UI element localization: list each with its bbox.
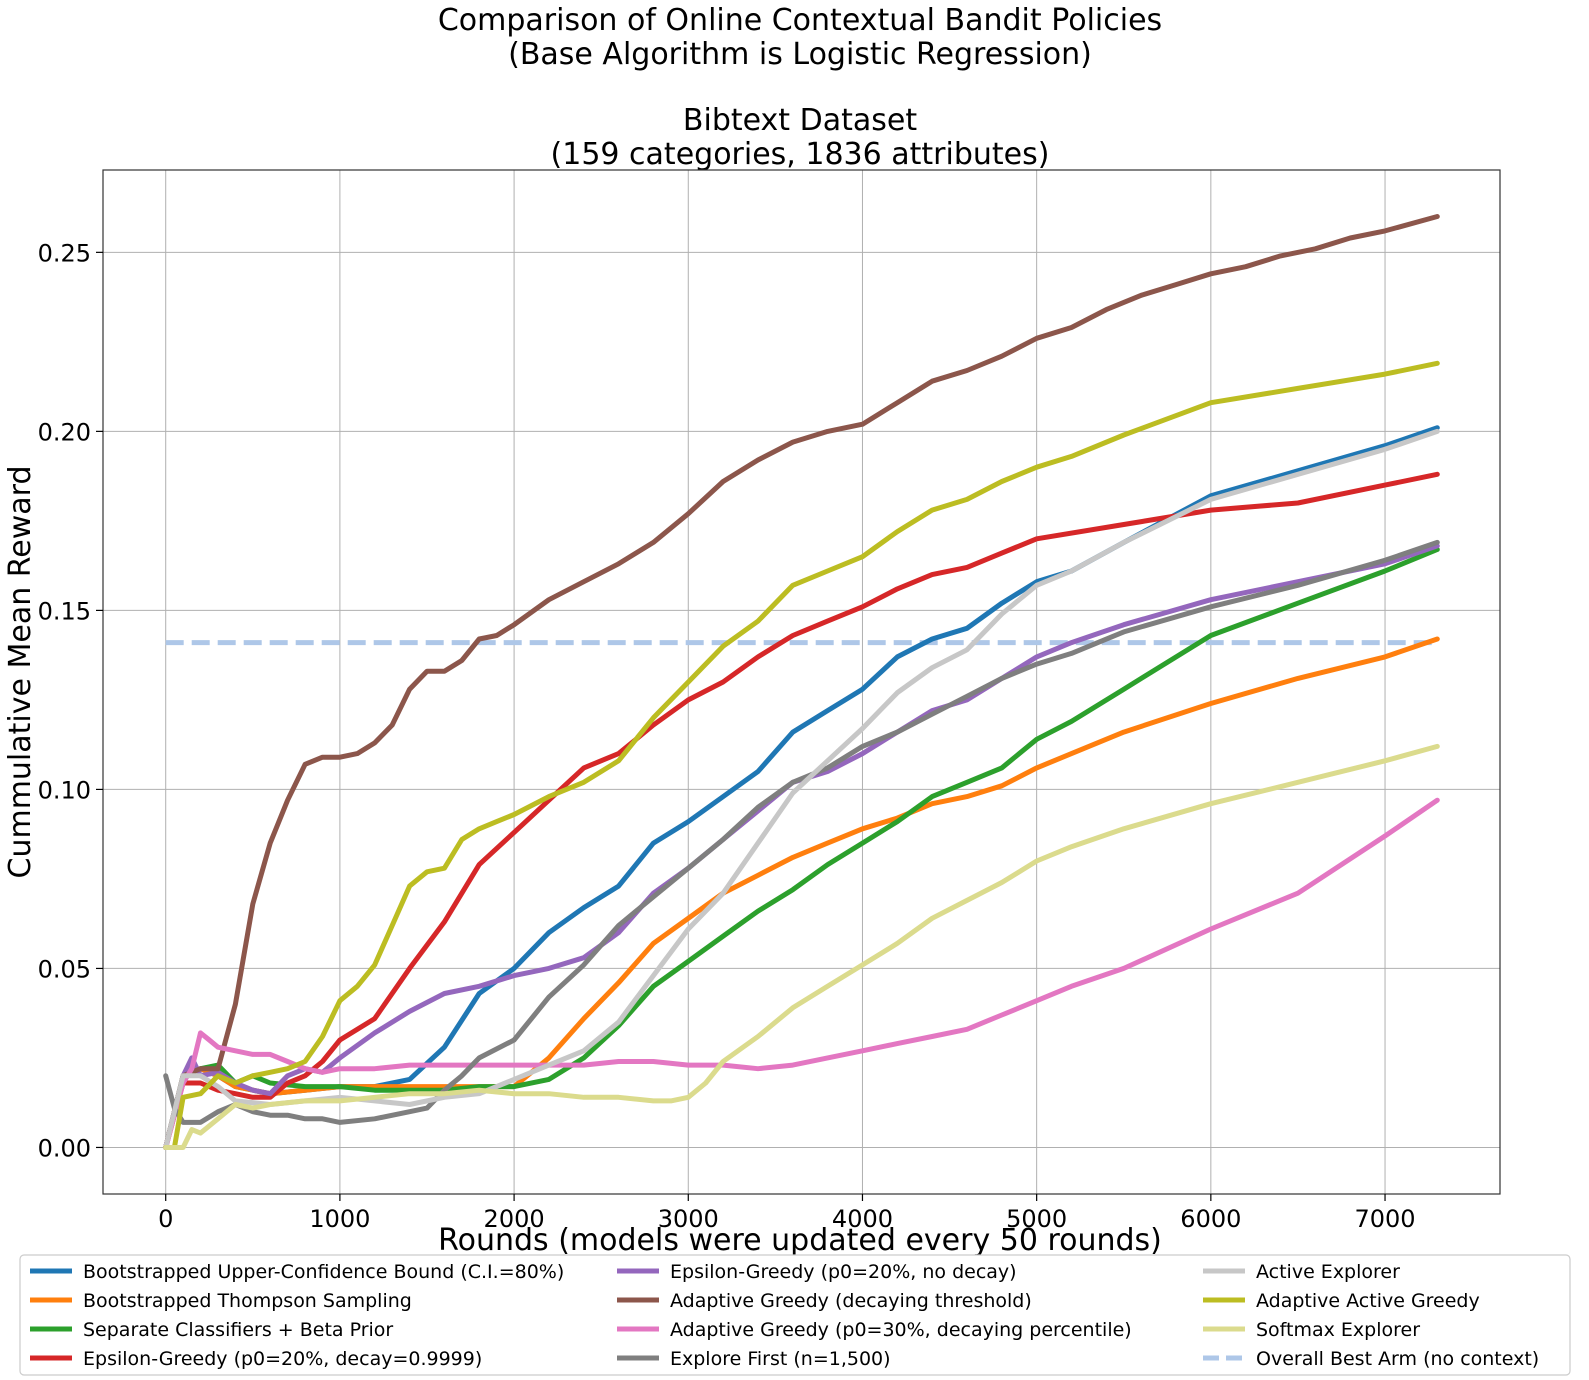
legend-box bbox=[19, 1254, 1571, 1376]
legend-label-2: Bootstrapped Thompson Sampling bbox=[83, 1290, 412, 1312]
legend-label-7: Adaptive Greedy (p0=30%, decaying percen… bbox=[670, 1319, 1132, 1341]
legend-label-12: Overall Best Arm (no context) bbox=[1256, 1348, 1539, 1370]
x-tick-label: 4000 bbox=[832, 1205, 893, 1233]
title-line-2: (Base Algorithm is Logistic Regression) bbox=[508, 37, 1092, 72]
series-line-8 bbox=[163, 539, 1440, 1125]
x-tick-label: 2000 bbox=[484, 1205, 545, 1233]
legend: Bootstrapped Upper-Confidence Bound (C.I… bbox=[19, 1254, 1571, 1376]
legend-label-5: Epsilon-Greedy (p0=20%, no decay) bbox=[670, 1261, 1017, 1283]
x-tick-label: 0 bbox=[158, 1205, 173, 1233]
chart-title: Comparison of Online Contextual Bandit P… bbox=[438, 3, 1162, 172]
x-tick-label: 1000 bbox=[309, 1205, 370, 1233]
series-line-4 bbox=[163, 471, 1440, 1150]
plot-frame bbox=[102, 169, 1501, 1195]
y-tick-label: 0.00 bbox=[38, 1134, 91, 1162]
legend-label-11: Softmax Explorer bbox=[1256, 1319, 1420, 1341]
y-tick-label: 0.15 bbox=[38, 597, 91, 625]
series-line-2 bbox=[163, 636, 1440, 1150]
series-line-11 bbox=[163, 743, 1440, 1150]
y-axis-label: Cummulative Mean Reward bbox=[3, 466, 38, 879]
x-tick-label: 5000 bbox=[1006, 1205, 1067, 1233]
title-line-1: Comparison of Online Contextual Bandit P… bbox=[438, 3, 1162, 38]
x-tick-label: 6000 bbox=[1180, 1205, 1241, 1233]
x-axis-label: Rounds (models were updated every 50 rou… bbox=[438, 1223, 1162, 1258]
legend-label-10: Adaptive Active Greedy bbox=[1256, 1290, 1480, 1312]
legend-label-9: Active Explorer bbox=[1256, 1261, 1400, 1283]
series-line-7 bbox=[163, 797, 1440, 1150]
x-tick-label: 3000 bbox=[658, 1205, 719, 1233]
title-line-4: (159 categories, 1836 attributes) bbox=[551, 137, 1050, 172]
legend-label-3: Separate Classifiers + Beta Prior bbox=[83, 1319, 393, 1341]
legend-label-6: Adaptive Greedy (decaying threshold) bbox=[670, 1290, 1032, 1312]
plot-series bbox=[163, 214, 1440, 1150]
y-tick-label: 0.25 bbox=[38, 239, 91, 267]
y-tick-label: 0.10 bbox=[38, 776, 91, 804]
legend-label-8: Explore First (n=1,500) bbox=[670, 1348, 891, 1370]
legend-label-4: Epsilon-Greedy (p0=20%, decay=0.9999) bbox=[83, 1348, 482, 1370]
series-line-6 bbox=[163, 214, 1440, 1150]
x-axis-ticks: 0 1000 2000 3000 4000 5000 6000 7000 bbox=[158, 1194, 1416, 1233]
series-line-10 bbox=[163, 360, 1440, 1150]
title-line-3: Bibtext Dataset bbox=[683, 103, 917, 138]
series-line-3 bbox=[163, 547, 1440, 1150]
y-tick-label: 0.05 bbox=[38, 955, 91, 983]
legend-label-1: Bootstrapped Upper-Confidence Bound (C.I… bbox=[83, 1261, 564, 1283]
y-axis-ticks: 0.00 0.05 0.10 0.15 0.20 0.25 bbox=[38, 239, 103, 1162]
x-tick-label: 7000 bbox=[1354, 1205, 1415, 1233]
y-tick-label: 0.20 bbox=[38, 418, 91, 446]
